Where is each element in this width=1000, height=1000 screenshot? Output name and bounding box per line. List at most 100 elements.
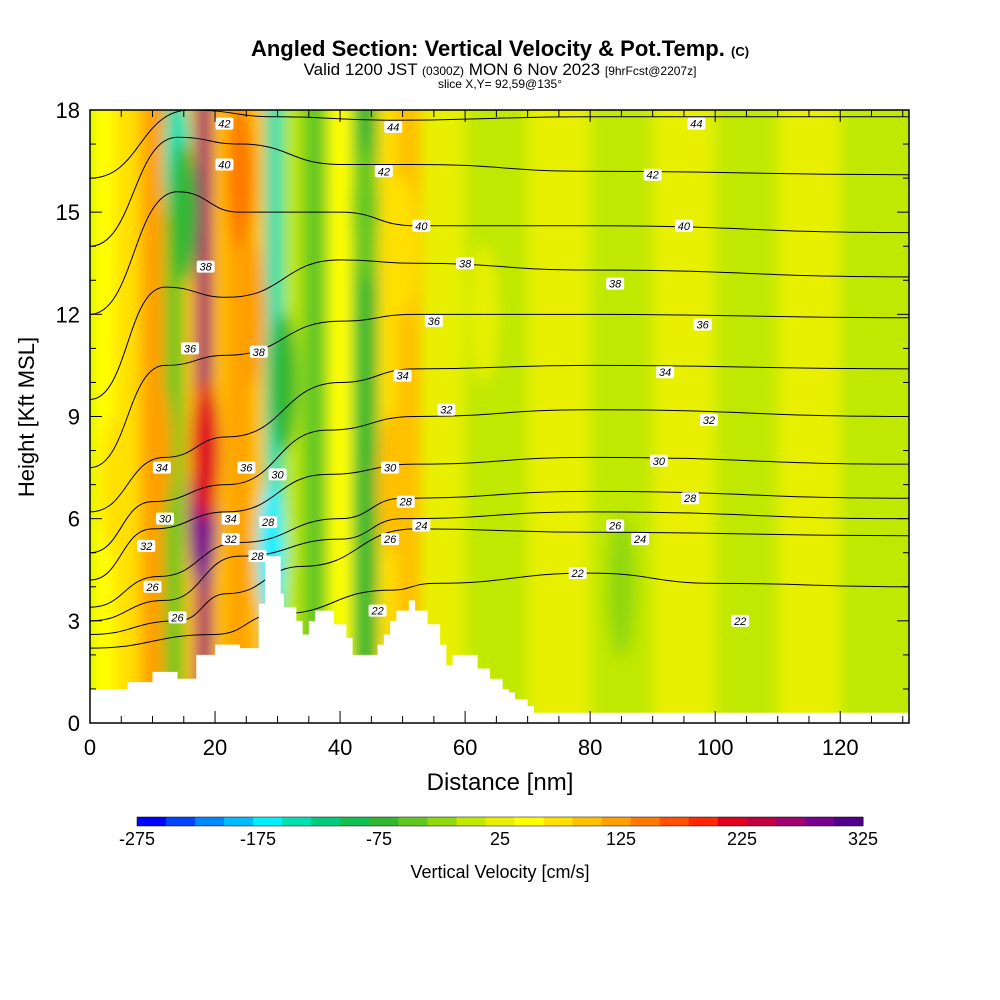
colorbar-swatch — [166, 817, 196, 826]
velocity-feature — [169, 142, 198, 283]
svg-text:24: 24 — [633, 534, 646, 546]
isentrope-30 — [90, 456, 909, 581]
isentrope-32 — [90, 409, 909, 554]
contour-label: 44 — [384, 121, 403, 134]
x-tick-label: 60 — [453, 735, 477, 760]
colorbar-swatch — [427, 817, 457, 826]
colorbar-tick-label: 125 — [606, 829, 636, 849]
colorbar-frame — [136, 816, 864, 827]
colorbar-tick-label: -175 — [240, 829, 276, 849]
contour-label: 32 — [221, 533, 240, 546]
contour-label: 30 — [268, 468, 287, 481]
y-tick-label: 15 — [56, 200, 80, 225]
colorbar-swatch — [572, 817, 603, 826]
colorbar-swatch — [804, 817, 835, 826]
y-tick-label: 6 — [68, 507, 80, 532]
isentrope-22 — [90, 572, 909, 649]
x-tick-label: 40 — [328, 735, 352, 760]
contour-label: 32 — [437, 403, 456, 417]
forecast-info: [9hrFcst@2207z] — [604, 64, 697, 78]
velocity-feature — [732, 584, 761, 723]
svg-text:38: 38 — [609, 279, 622, 291]
svg-text:42: 42 — [218, 119, 230, 131]
velocity-feature — [376, 414, 405, 555]
contour-label: 34 — [393, 369, 412, 383]
velocity-field — [90, 110, 909, 723]
x-tick-label: 80 — [578, 735, 602, 760]
colorbar-swatch — [311, 817, 341, 826]
svg-text:22: 22 — [571, 568, 584, 580]
contour-label: 36 — [693, 318, 712, 332]
velocity-feature — [269, 312, 298, 453]
isentrope-36 — [90, 313, 909, 469]
contour-label: 28 — [681, 492, 700, 505]
velocity-feature — [388, 176, 417, 317]
svg-text:24: 24 — [414, 520, 427, 532]
contour-label: 26 — [381, 533, 400, 546]
y-axis-label: Height [Kft MSL] — [14, 337, 39, 497]
colorbar-tick-label: -75 — [366, 829, 392, 849]
svg-text:44: 44 — [690, 119, 702, 131]
contour-label: 32 — [137, 539, 156, 553]
y-tick-label: 12 — [56, 302, 80, 327]
svg-text:34: 34 — [156, 463, 168, 475]
colorbar-tick-label: -275 — [119, 829, 155, 849]
contour-label: 32 — [699, 413, 718, 427]
colorbar-swatch — [688, 817, 719, 826]
colorbar-swatch — [659, 817, 690, 826]
colorbar-swatch — [514, 817, 545, 826]
contour-label: 30 — [649, 454, 668, 468]
contour-label: 38 — [196, 260, 215, 274]
svg-text:36: 36 — [697, 320, 710, 332]
velocity-feature — [351, 142, 380, 283]
svg-text:26: 26 — [608, 520, 622, 532]
svg-text:36: 36 — [240, 463, 253, 475]
x-tick-label: 20 — [203, 735, 227, 760]
contour-label: 42 — [215, 117, 234, 131]
colorbar-swatch — [253, 817, 283, 826]
contour-label: 26 — [143, 580, 162, 594]
svg-text:42: 42 — [647, 170, 659, 182]
contour-label: 24 — [631, 533, 650, 546]
contour-label: 38 — [249, 345, 268, 359]
contour-label: 22 — [568, 567, 587, 580]
svg-text:26: 26 — [383, 534, 397, 546]
field-shading — [90, 110, 909, 723]
chart-title-suffix: (C) — [731, 44, 750, 59]
velocity-feature — [101, 414, 130, 555]
colorbar: -275 -175 -75 25 125 225 325 — [119, 816, 878, 849]
svg-text:30: 30 — [271, 469, 284, 481]
x-tick-label: 0 — [84, 735, 96, 760]
svg-text:40: 40 — [218, 159, 231, 171]
colorbar-tick-label: 25 — [490, 829, 510, 849]
svg-text:36: 36 — [184, 343, 197, 355]
contour-label: 42 — [374, 165, 393, 178]
chart-valid-line: Valid 1200 JST (0300Z) MON 6 Nov 2023 [9… — [0, 60, 1000, 80]
chart-title: Angled Section: Vertical Velocity & Pot.… — [0, 36, 1000, 62]
colorbar-swatch — [195, 817, 225, 826]
velocity-column — [465, 110, 529, 723]
svg-text:22: 22 — [733, 616, 746, 628]
valid-zulu: (0300Z) — [422, 64, 465, 78]
contour-label: 30 — [381, 461, 400, 475]
colorbar-swatch — [282, 817, 312, 826]
colorbar-swatch — [340, 817, 370, 826]
colorbar-swatch — [398, 817, 428, 826]
velocity-feature — [238, 244, 267, 385]
isentrope-26 — [90, 511, 909, 622]
contour-label: 28 — [259, 516, 278, 529]
contour-label: 26 — [606, 519, 625, 532]
contour-label: 40 — [215, 158, 234, 171]
contour-label: 30 — [156, 512, 175, 526]
svg-text:38: 38 — [200, 262, 213, 274]
svg-text:30: 30 — [384, 463, 397, 475]
chart-title-text: Angled Section: Vertical Velocity & Pot.… — [250, 36, 725, 61]
slice-info: slice X,Y= 92,59@135° — [437, 77, 563, 91]
contour-label: 36 — [424, 315, 443, 328]
velocity-column — [527, 110, 592, 723]
svg-text:28: 28 — [399, 497, 413, 509]
svg-text:32: 32 — [140, 541, 152, 553]
y-tick-label: 9 — [68, 405, 80, 430]
svg-text:26: 26 — [170, 612, 184, 624]
